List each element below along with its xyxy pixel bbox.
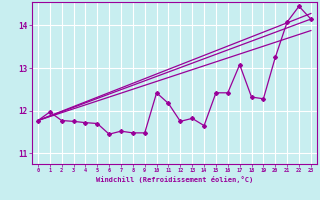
X-axis label: Windchill (Refroidissement éolien,°C): Windchill (Refroidissement éolien,°C) [96, 176, 253, 183]
